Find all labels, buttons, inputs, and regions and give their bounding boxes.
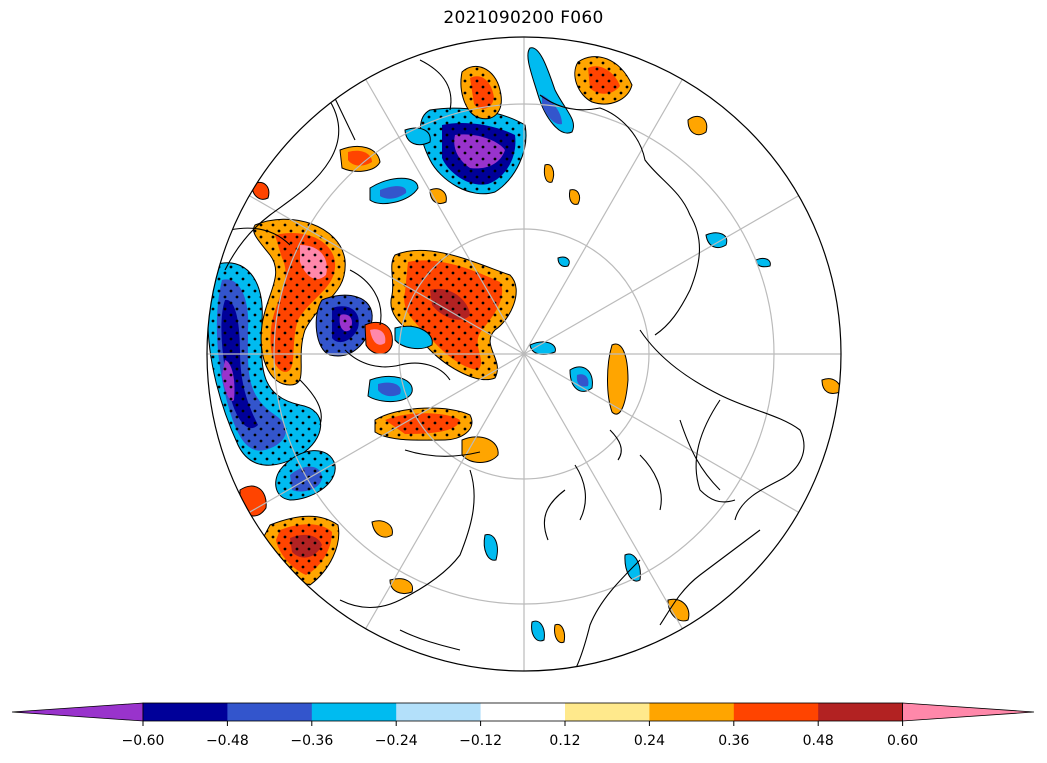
- colorbar-extend-high: [902, 702, 1035, 722]
- graticule: [207, 37, 841, 671]
- colorbar-tick-label: 0.60: [887, 733, 918, 749]
- colorbar-segment: [227, 703, 313, 721]
- colorbar-segment: [818, 703, 904, 721]
- colorbar-tick-label: −0.24: [375, 733, 418, 749]
- colorbar-segment: [565, 703, 650, 721]
- colorbar-tick-label: −0.60: [122, 733, 165, 749]
- colorbar-segment: [649, 703, 735, 721]
- colorbar-segment: [396, 703, 482, 721]
- colorbar-outline: [142, 702, 903, 722]
- plot-title: 2021090200 F060: [443, 8, 604, 28]
- colorbar-segment: [480, 703, 566, 721]
- colorbar-tick-label: −0.36: [290, 733, 333, 749]
- colorbar-extend-low: [11, 702, 144, 722]
- coastlines: [224, 59, 805, 671]
- colorbar-tick-label: 0.36: [718, 733, 749, 749]
- colorbar-segment: [733, 703, 819, 721]
- map-boundary: [206, 36, 842, 672]
- colorbar-segment: [143, 703, 228, 721]
- colorbar-tick-label: −0.48: [206, 733, 249, 749]
- colorbar-segment: [311, 703, 397, 721]
- colorbar-tick-label: 0.12: [549, 733, 580, 749]
- colorbar: −0.60 −0.48 −0.36 −0.24 −0.12 0.12 0.24 0.36 0.4…: [11, 702, 1035, 749]
- colorbar-tick-label: −0.12: [459, 733, 502, 749]
- polar-map: [206, 36, 842, 672]
- colorbar-tick-label: 0.24: [634, 733, 665, 749]
- colorbar-tick-label: 0.48: [803, 733, 834, 749]
